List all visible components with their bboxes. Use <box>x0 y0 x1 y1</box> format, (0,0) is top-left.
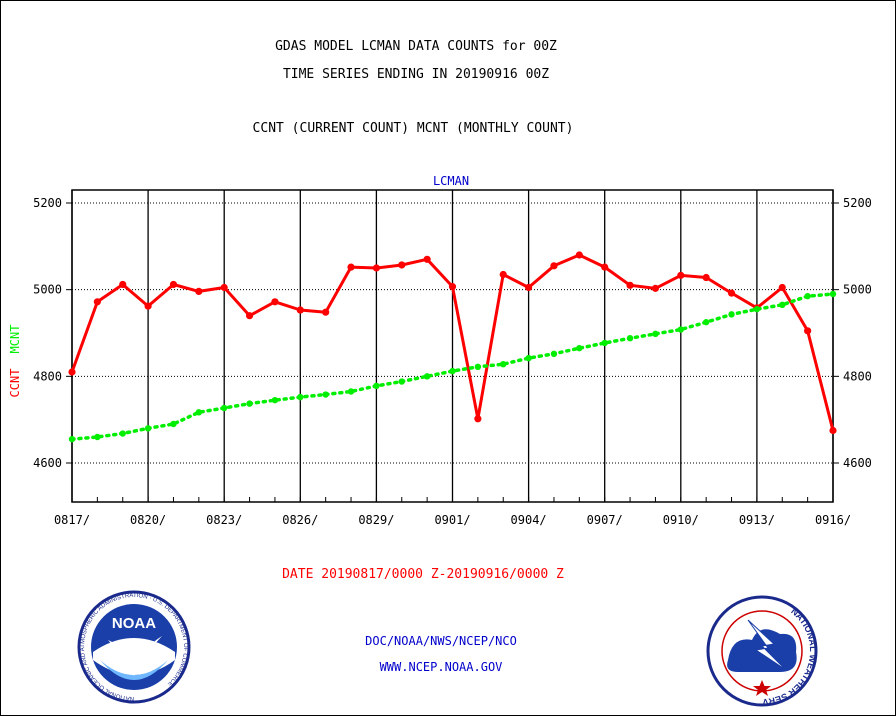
series-mcnt-point <box>779 301 786 309</box>
series-ccnt-point <box>474 415 482 423</box>
series-ccnt-point <box>525 283 533 292</box>
series-ccnt-point <box>296 306 304 314</box>
chart-subtitle: CCNT (CURRENT COUNT) MCNT (MONTHLY COUNT… <box>253 121 574 136</box>
x-tick-label: 0901/ <box>434 513 470 527</box>
series-ccnt-point <box>651 284 660 292</box>
series-ccnt-point <box>372 264 380 272</box>
x-tick-label: 0913/ <box>739 513 775 527</box>
series-ccnt-point <box>220 283 228 292</box>
series-mcnt-point <box>68 435 76 443</box>
series-ccnt-point <box>195 287 203 295</box>
x-tick-label: 0910/ <box>663 513 699 527</box>
chart-title-line2: TIME SERIES ENDING IN 20190916 00Z <box>283 67 549 82</box>
series-mcnt-point <box>144 425 152 432</box>
series-mcnt-point <box>170 420 177 428</box>
series-ccnt-point <box>68 368 76 376</box>
series-ccnt-point <box>119 280 127 289</box>
series-ccnt-point <box>575 251 583 259</box>
series-ccnt-point <box>169 280 178 289</box>
series-ccnt-point <box>829 426 837 435</box>
series-ccnt-point <box>93 298 101 306</box>
y-axis-label-ccnt: CCNT <box>8 369 22 398</box>
series-mcnt-point <box>373 382 380 390</box>
chart-title-line1: GDAS MODEL LCMAN DATA COUNTS for 00Z <box>275 39 557 54</box>
series-ccnt-point <box>778 283 786 292</box>
y-tick-label-left: 4800 <box>33 369 62 383</box>
y-tick-label-left: 4600 <box>33 456 62 470</box>
series-mcnt-point <box>677 326 684 333</box>
plot-border <box>71 189 834 503</box>
series-mcnt-point <box>271 396 279 404</box>
series-mcnt-point <box>398 378 405 385</box>
series-ccnt-point <box>727 289 736 297</box>
y-axis-label-mcnt: MCNT <box>8 325 22 354</box>
x-tick-label: 0904/ <box>511 513 547 527</box>
y-axis-label: CCNT MCNT <box>8 325 22 398</box>
x-tick-label: 0820/ <box>130 513 166 527</box>
series-mcnt-point <box>753 305 761 313</box>
series-mcnt-point <box>829 290 837 298</box>
series-mcnt-point <box>601 339 608 347</box>
series-mcnt-point <box>195 409 203 416</box>
date-range-label: DATE 20190817/0000 Z-20190916/0000 Z <box>282 567 564 582</box>
series-mcnt-point <box>576 344 583 352</box>
series-mcnt-point <box>550 350 558 357</box>
noaa-logo: NOAA NATIONAL OCEANIC AND ATMOSPHERIC AD… <box>77 590 191 704</box>
credit-line-2: WWW.NCEP.NOAA.GOV <box>380 660 503 674</box>
series-ccnt-point <box>398 261 406 269</box>
series-ccnt-point <box>271 298 279 306</box>
series-ccnt-point <box>423 255 431 263</box>
series-ccnt-point <box>677 271 685 279</box>
series-mcnt-point <box>449 367 456 375</box>
y-tick-label-left: 5200 <box>33 196 62 210</box>
y-tick-label-left: 5000 <box>33 283 62 297</box>
series-mcnt-point <box>626 335 634 342</box>
series-mcnt-point <box>423 373 431 380</box>
series-mcnt-point <box>500 361 507 368</box>
series-ccnt-point <box>804 327 812 335</box>
series-ccnt-point <box>550 262 558 270</box>
series-ccnt-point <box>601 263 609 271</box>
y-tick-label-right: 5200 <box>843 196 872 210</box>
series-mcnt-point <box>652 330 659 338</box>
x-tick-label: 0823/ <box>206 513 242 527</box>
y-tick-label-right: 4600 <box>843 456 872 470</box>
series-mcnt-point <box>474 363 482 370</box>
series-mcnt-point <box>221 404 228 412</box>
series-mcnt-point <box>525 354 532 362</box>
series-mcnt-point <box>119 430 126 437</box>
y-tick-label-right: 4800 <box>843 369 872 383</box>
series-ccnt-point <box>702 273 710 282</box>
panel-label: LCMAN <box>433 174 469 188</box>
series-ccnt-point <box>499 270 507 279</box>
series-ccnt-point <box>448 283 457 291</box>
series-ccnt-point <box>245 312 254 320</box>
series-mcnt-point <box>94 433 101 441</box>
x-tick-label: 0907/ <box>587 513 623 527</box>
series-ccnt-point <box>626 281 634 289</box>
credit-line-1: DOC/NOAA/NWS/NCEP/NCO <box>365 634 517 648</box>
series-ccnt-point <box>322 308 330 316</box>
series-mcnt-point <box>728 311 735 318</box>
plot-area: 4600 4600 4800 4800 5000 5000 5200 5200 0817/082… <box>33 189 872 527</box>
series-mcnt-point <box>297 393 304 401</box>
series-mcnt-point <box>347 388 355 395</box>
x-tick-label: 0826/ <box>282 513 318 527</box>
y-tick-label-right: 5000 <box>843 283 872 297</box>
series-mcnt-point <box>804 292 811 300</box>
series-ccnt-point <box>144 302 152 310</box>
x-tick-label: 0829/ <box>358 513 394 527</box>
series-mcnt-point <box>702 318 710 326</box>
x-tick-label: 0817/ <box>54 513 90 527</box>
noaa-logo-text: NOAA <box>112 615 156 632</box>
series-ccnt-point <box>347 263 355 271</box>
series-mcnt-point <box>322 391 329 398</box>
x-tick-label: 0916/ <box>815 513 851 527</box>
series-mcnt-point <box>246 400 253 407</box>
